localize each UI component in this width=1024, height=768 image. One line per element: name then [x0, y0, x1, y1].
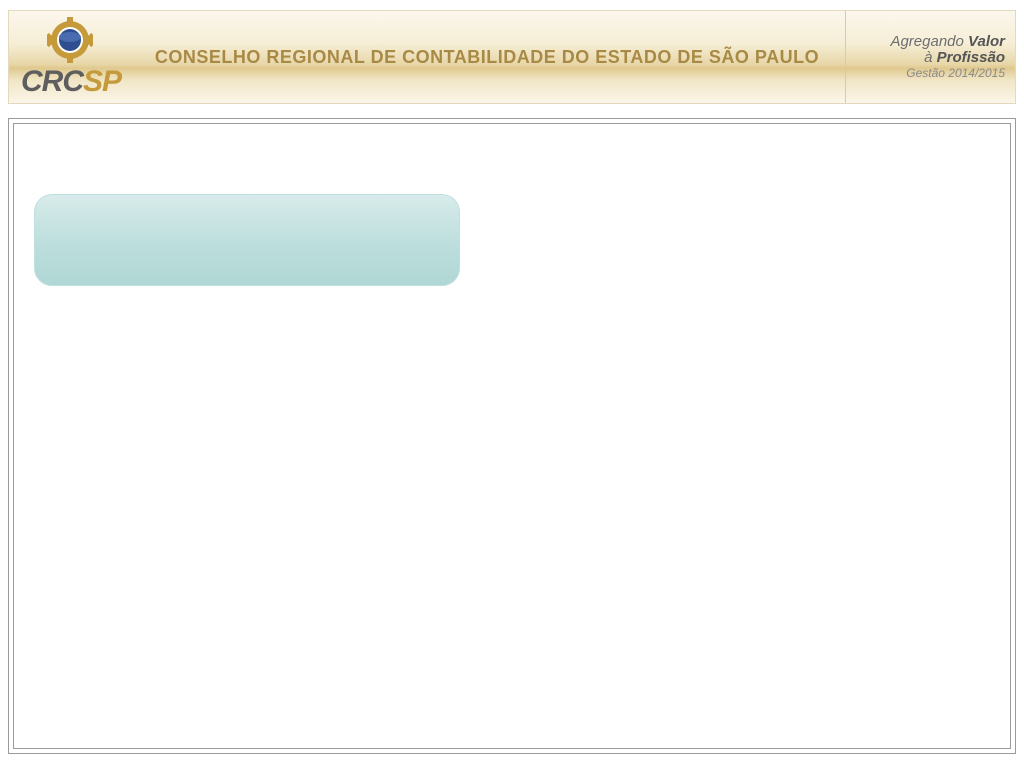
tagline-line2-prefix: à: [924, 49, 937, 66]
slide-page: CRCSP CONSELHO REGIONAL DE CONTABILIDADE…: [0, 0, 1024, 768]
gear-icon: [47, 17, 93, 63]
content-frame-inner: [13, 123, 1011, 749]
tagline-line1-prefix: Agregando: [890, 33, 968, 50]
tagline-line-1: Agregando Valor: [890, 34, 1005, 51]
header-banner: CRCSP CONSELHO REGIONAL DE CONTABILIDADE…: [8, 10, 1016, 104]
tagline-line1-bold: Valor: [968, 33, 1005, 50]
header-title: CONSELHO REGIONAL DE CONTABILIDADE DO ES…: [139, 47, 845, 68]
logo-acronym-suffix: SP: [83, 65, 121, 98]
logo: CRCSP: [9, 11, 139, 103]
tagline-line2-bold: Profissão: [937, 49, 1005, 66]
rounded-callout-box: [32, 192, 462, 288]
content-frame-outer: [8, 118, 1016, 754]
logo-acronym-main: CRC: [21, 65, 83, 98]
tagline-line-3: Gestão 2014/2015: [906, 67, 1005, 80]
header-tagline: Agregando Valor à Profissão Gestão 2014/…: [845, 11, 1015, 103]
logo-text: CRCSP: [21, 67, 121, 97]
tagline-line-2: à Profissão: [924, 50, 1005, 67]
